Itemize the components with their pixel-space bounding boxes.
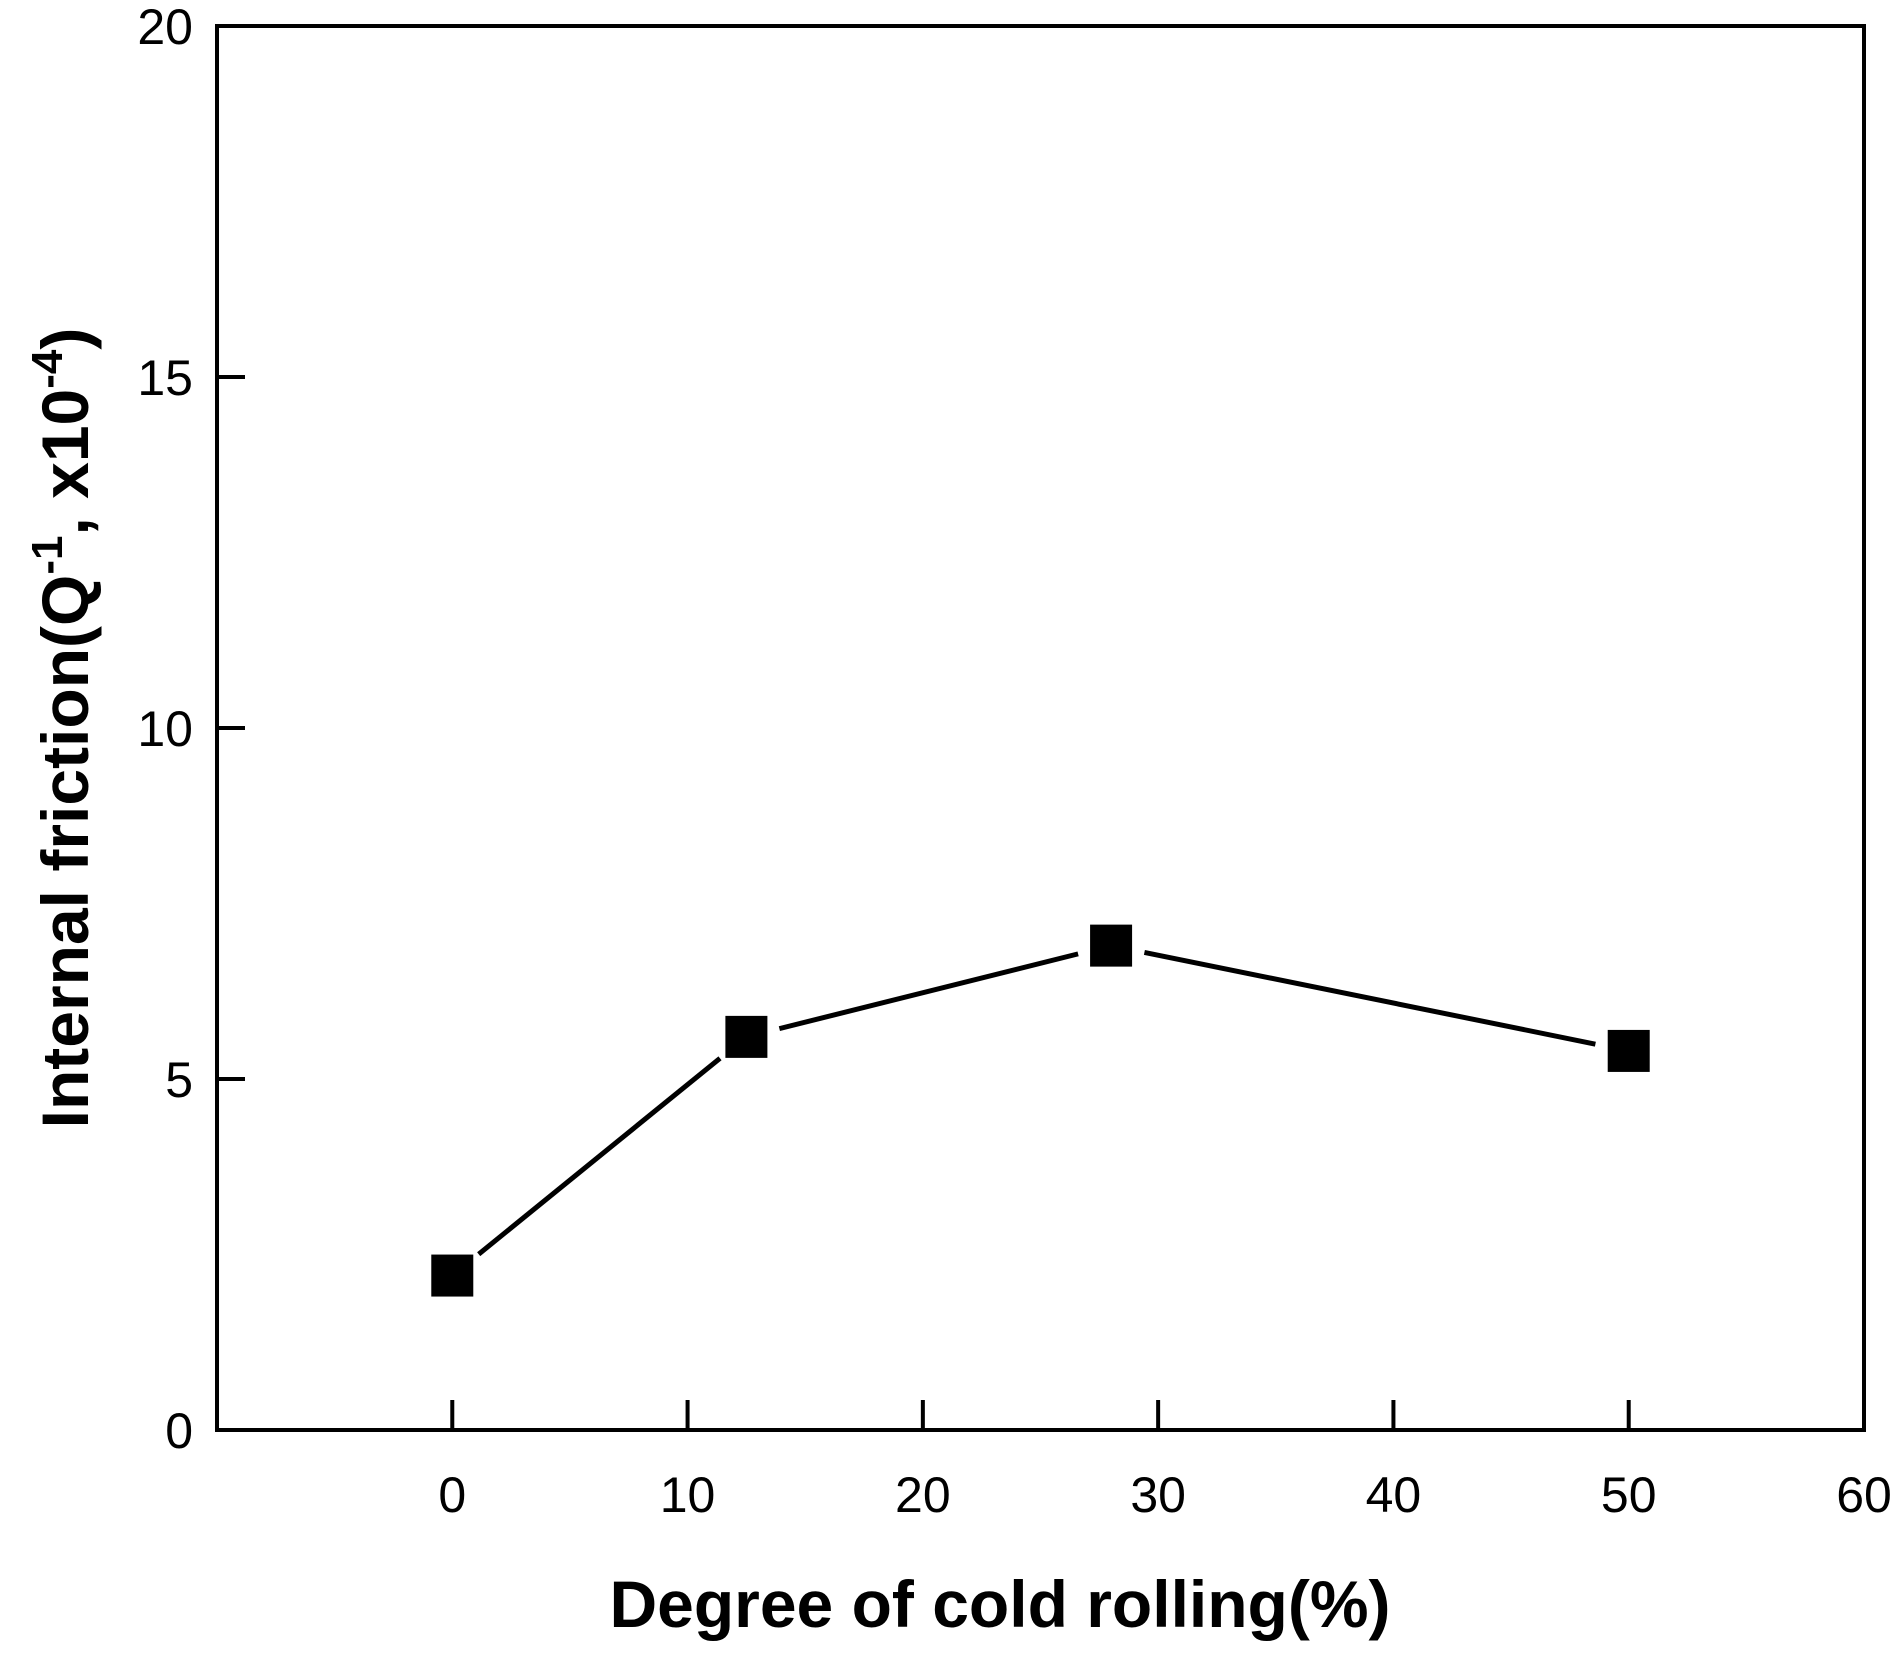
y-axis-title: Internal friction(Q-1, x10-4) <box>23 328 102 1129</box>
y-axis-title-suffix: ) <box>28 328 102 350</box>
series-line-segment <box>1143 949 1596 1047</box>
data-point-marker <box>1607 1029 1650 1072</box>
x-tick-label: 60 <box>1836 1467 1890 1523</box>
x-tick-label: 50 <box>1601 1467 1657 1523</box>
y-axis-title-sup-2: -4 <box>23 349 72 389</box>
y-axis-ticks: 0 5 10 15 20 <box>137 0 245 1459</box>
y-tick-label: 0 <box>165 1403 193 1459</box>
x-axis-title: Degree of cold rolling(%) <box>609 1567 1390 1641</box>
y-tick-label: 15 <box>137 350 193 406</box>
y-axis-title-prefix: Internal friction(Q <box>28 575 102 1129</box>
y-axis-title-middle: , x10 <box>28 389 102 536</box>
y-axis-title-sup-1: -1 <box>23 536 72 575</box>
x-tick-label: 10 <box>660 1467 716 1523</box>
x-tick-label: 20 <box>895 1467 951 1523</box>
series-line-segment <box>477 1056 722 1257</box>
x-axis-ticks: 0 10 20 30 40 50 60 <box>438 1400 1890 1523</box>
y-tick-label: 10 <box>137 701 193 757</box>
data-point-marker <box>725 1015 768 1058</box>
y-tick-label: 5 <box>165 1052 193 1108</box>
data-point-marker <box>1090 924 1133 967</box>
x-tick-label: 0 <box>438 1467 466 1523</box>
series-markers <box>431 924 1650 1297</box>
x-tick-label: 40 <box>1366 1467 1422 1523</box>
series-lines <box>477 949 1596 1257</box>
x-tick-label: 30 <box>1130 1467 1186 1523</box>
data-point-marker <box>431 1254 474 1297</box>
y-tick-label: 20 <box>137 0 193 55</box>
series-line-segment <box>778 951 1079 1032</box>
plot-frame <box>215 24 1866 1432</box>
